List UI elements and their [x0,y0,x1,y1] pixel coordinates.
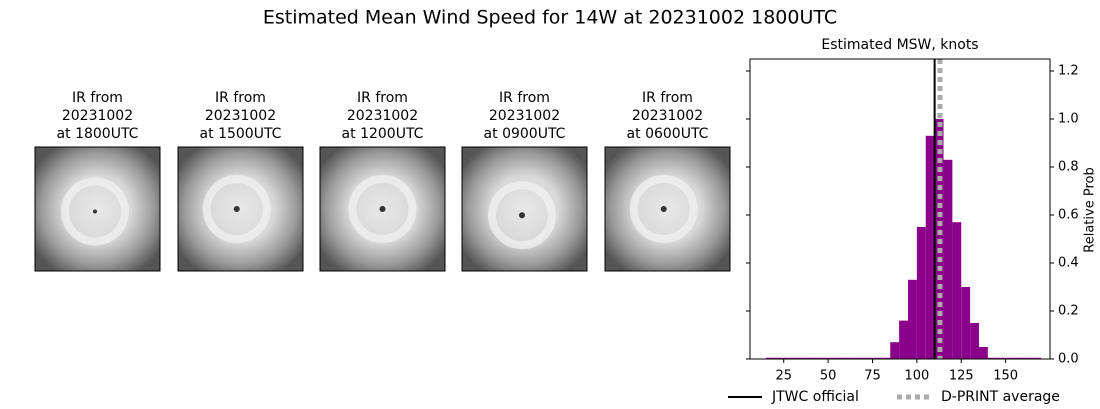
image-caption: IR from [215,90,266,106]
y2-tick-label: 0.4 [1058,256,1079,271]
image-caption: at 1500UTC [200,126,282,142]
image-caption: 20231002 [632,108,703,124]
x-tick-label: 150 [993,369,1018,384]
bar [881,357,891,359]
bar [890,342,900,359]
bar [952,222,962,359]
bar [828,357,837,359]
storm-band [61,177,129,246]
ir-image [461,146,588,272]
image-caption: at 1200UTC [342,126,424,142]
ir-image [34,146,161,272]
x-tick-label: 25 [775,369,792,384]
bar [854,357,864,359]
storm-band [348,175,417,243]
x-tick-label: 75 [864,369,881,384]
legend-label: D-PRINT average [941,389,1060,405]
bar [907,279,917,359]
bar [1014,357,1024,359]
image-caption: 20231002 [489,108,560,124]
bar [943,159,953,359]
bar [1005,357,1015,359]
bar [872,357,882,359]
y2-tick-label: 0.2 [1058,304,1079,319]
image-caption: IR from [72,90,123,106]
y2-axis-label: Relative Prob [1083,167,1098,252]
x-tick-label: 100 [904,369,929,384]
storm-band [202,175,271,243]
y2-tick-label: 1.0 [1058,112,1079,127]
bar [1023,357,1033,359]
bar [978,347,988,359]
bar [810,357,820,359]
image-caption: 20231002 [347,108,418,124]
bar [765,357,775,359]
image-caption: at 0900UTC [484,126,566,142]
bar [987,357,997,359]
plot-frame [749,58,1051,360]
y2-tick-label: 0.6 [1058,208,1079,223]
bar [792,357,802,359]
image-caption: IR from [357,90,408,106]
bar [801,357,811,359]
figure-title: Estimated Mean Wind Speed for 14W at 202… [263,7,837,29]
storm-eye [519,212,525,219]
storm-band [488,181,556,250]
bar [961,287,971,359]
bar [819,357,829,359]
bar [925,135,935,359]
image-caption: IR from [499,90,550,106]
image-caption: 20231002 [205,108,276,124]
bar [836,357,846,359]
bar [996,357,1006,359]
storm-band [629,175,698,243]
image-caption: IR from [642,90,693,106]
bar [970,323,979,359]
bar [916,227,926,359]
y2-tick-label: 1.2 [1058,64,1079,79]
bar [1032,357,1042,359]
ir-image [604,146,731,272]
bar [783,357,793,359]
image-caption: 20231002 [62,108,133,124]
image-caption: at 0600UTC [627,126,709,142]
image-caption: at 1800UTC [57,126,139,142]
storm-eye [93,209,97,214]
y2-tick-label: 0.0 [1058,352,1079,367]
storm-eye [233,206,240,212]
x-tick-label: 50 [820,369,837,384]
bar [863,357,873,359]
storm-eye [660,206,667,212]
ir-image [177,146,304,272]
x-tick-label: 125 [949,369,974,384]
legend-label: JTWC official [771,389,859,405]
bar [774,357,784,359]
storm-eye [379,206,386,212]
bar [845,357,855,359]
chart-title: Estimated MSW, knots [821,37,978,53]
bar [899,320,908,359]
y2-tick-label: 0.8 [1058,160,1079,175]
